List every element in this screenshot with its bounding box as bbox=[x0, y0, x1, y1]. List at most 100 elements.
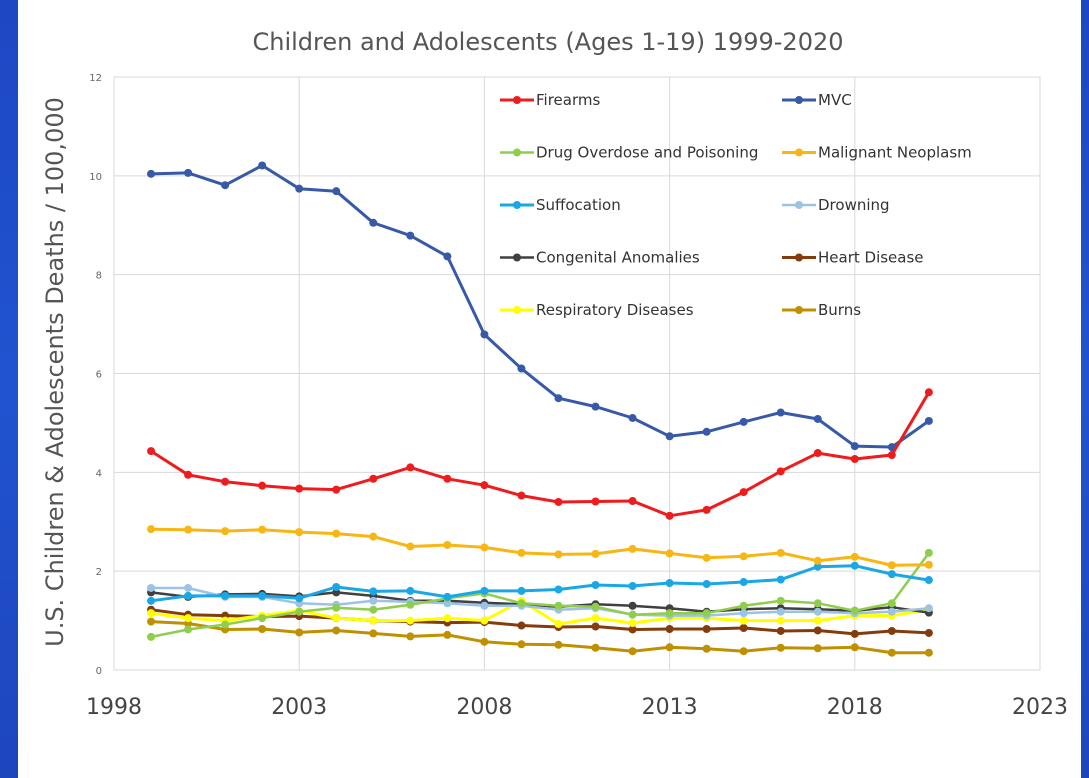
chart-title: Children and Adolescents (Ages 1-19) 199… bbox=[252, 28, 843, 56]
data-point bbox=[776, 596, 785, 605]
series-line bbox=[150, 608, 929, 636]
data-point bbox=[369, 616, 378, 625]
y-tick-label: 12 bbox=[89, 73, 102, 84]
data-point bbox=[776, 575, 785, 584]
data-point bbox=[739, 601, 748, 610]
data-point bbox=[628, 581, 637, 590]
data-point bbox=[147, 169, 156, 178]
data-point bbox=[591, 402, 600, 411]
y-tick-label: 6 bbox=[96, 370, 102, 381]
data-point bbox=[591, 581, 600, 590]
data-point bbox=[739, 488, 748, 497]
data-point bbox=[443, 474, 452, 483]
data-point bbox=[628, 625, 637, 634]
data-point bbox=[332, 626, 341, 635]
data-point bbox=[702, 427, 711, 436]
legend-item-drug-overdose-and-poisoning: Drug Overdose and Poisoning bbox=[500, 144, 758, 162]
series-firearms bbox=[147, 388, 933, 520]
legend-label: Congenital Anomalies bbox=[536, 249, 700, 267]
y-tick-label: 0 bbox=[96, 666, 102, 677]
data-point bbox=[258, 481, 267, 490]
data-point bbox=[147, 617, 156, 626]
data-point bbox=[443, 614, 452, 623]
data-point bbox=[591, 622, 600, 631]
data-point bbox=[887, 561, 896, 570]
series-malignant-neoplasm bbox=[147, 525, 933, 570]
data-point bbox=[258, 614, 267, 623]
legend-label: Burns bbox=[818, 301, 861, 319]
data-point bbox=[850, 643, 859, 652]
data-point bbox=[369, 629, 378, 638]
data-point bbox=[739, 609, 748, 618]
data-point bbox=[665, 432, 674, 441]
data-point bbox=[369, 605, 378, 614]
data-point bbox=[665, 609, 674, 618]
data-point bbox=[739, 578, 748, 587]
data-point bbox=[258, 525, 267, 534]
data-point bbox=[628, 413, 637, 422]
data-point bbox=[517, 586, 526, 595]
data-point bbox=[813, 616, 822, 625]
series-mvc bbox=[147, 161, 933, 452]
data-point bbox=[776, 467, 785, 476]
legend-label: Drowning bbox=[818, 196, 890, 214]
legend-item-congenital-anomalies: Congenital Anomalies bbox=[500, 249, 700, 267]
data-point bbox=[850, 606, 859, 615]
series-line bbox=[150, 599, 930, 626]
legend-label: Heart Disease bbox=[818, 249, 924, 267]
data-point bbox=[443, 252, 452, 261]
data-point bbox=[369, 587, 378, 596]
y-tick-label: 10 bbox=[89, 172, 102, 183]
legend-label: Suffocation bbox=[536, 196, 621, 214]
data-point bbox=[813, 562, 822, 571]
data-point bbox=[480, 616, 489, 625]
data-point bbox=[813, 644, 822, 653]
data-point bbox=[887, 570, 896, 579]
data-point bbox=[702, 644, 711, 653]
legend-swatch-marker bbox=[795, 96, 803, 104]
data-point bbox=[739, 417, 748, 426]
data-point bbox=[147, 583, 156, 592]
data-point bbox=[480, 586, 489, 595]
data-point bbox=[332, 614, 341, 623]
data-point bbox=[554, 640, 563, 649]
data-point bbox=[369, 596, 378, 605]
data-point bbox=[850, 552, 859, 561]
data-point bbox=[147, 447, 156, 456]
data-point bbox=[258, 161, 267, 170]
series-line bbox=[150, 164, 930, 449]
data-point bbox=[591, 614, 600, 623]
x-tick-label: 2018 bbox=[827, 695, 883, 720]
data-point bbox=[887, 599, 896, 608]
data-point bbox=[924, 604, 933, 613]
data-point bbox=[776, 607, 785, 616]
data-point bbox=[776, 548, 785, 557]
legend-item-malignant-neoplasm: Malignant Neoplasm bbox=[782, 144, 972, 162]
data-point bbox=[850, 629, 859, 638]
data-point bbox=[813, 626, 822, 635]
series-line bbox=[150, 564, 930, 603]
data-point bbox=[147, 632, 156, 641]
data-point bbox=[295, 607, 304, 616]
data-point bbox=[739, 623, 748, 632]
data-point bbox=[739, 647, 748, 656]
legend-swatch-marker bbox=[513, 201, 521, 209]
legend-label: Respiratory Diseases bbox=[536, 301, 694, 319]
series-suffocation bbox=[147, 561, 933, 605]
data-point bbox=[702, 580, 711, 589]
y-tick-label: 4 bbox=[96, 468, 102, 479]
data-point bbox=[591, 549, 600, 558]
legend-swatch-marker bbox=[795, 253, 803, 262]
data-point bbox=[406, 231, 415, 240]
data-point bbox=[628, 647, 637, 656]
data-point bbox=[628, 601, 637, 610]
legend-label: Firearms bbox=[536, 91, 600, 109]
data-point bbox=[628, 544, 637, 553]
data-point bbox=[702, 505, 711, 514]
data-point bbox=[739, 552, 748, 561]
data-point bbox=[480, 637, 489, 646]
data-point bbox=[369, 218, 378, 227]
data-point bbox=[517, 621, 526, 630]
data-point bbox=[480, 543, 489, 552]
data-point bbox=[258, 591, 267, 600]
